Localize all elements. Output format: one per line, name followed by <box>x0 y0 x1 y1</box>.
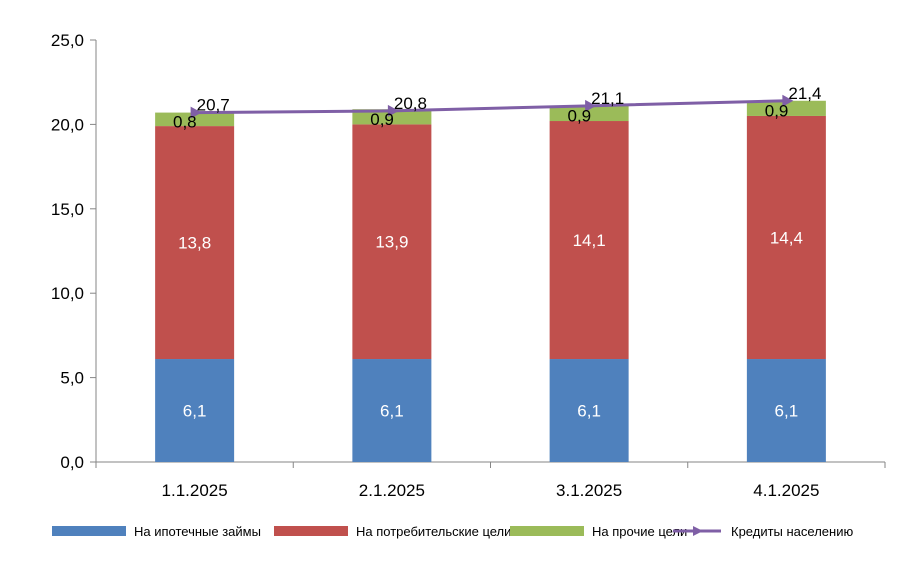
legend-label: На прочие цели <box>592 524 687 539</box>
bar-segment <box>549 121 629 360</box>
y-tick-label: 10,0 <box>51 284 84 303</box>
x-tick-label: 1.1.2025 <box>162 481 228 500</box>
total-line-marker <box>782 94 794 107</box>
data-label: 6,1 <box>577 402 601 421</box>
total-data-label: 20,8 <box>394 94 427 113</box>
data-label: 0,8 <box>173 112 197 131</box>
legend-label: На потребительские цели <box>356 524 511 539</box>
bar-segment <box>352 124 432 360</box>
data-label: 0,9 <box>765 101 789 120</box>
axes: 0,0 5,0 10,0 15,0 20,0 25,0 1.1.2025 2.1.2025 3.… <box>51 31 886 500</box>
total-data-label: 21,4 <box>788 84 821 103</box>
data-label: 0,9 <box>370 110 394 129</box>
legend: На ипотечные займы На потребительские цел… <box>52 524 853 539</box>
data-label: 13,9 <box>375 233 408 252</box>
data-label: 6,1 <box>380 402 404 421</box>
bar-segment <box>549 105 629 122</box>
bars <box>155 100 826 462</box>
data-label: 13,8 <box>178 234 211 253</box>
total-line-path <box>194 99 787 115</box>
y-tick-label: 25,0 <box>51 31 84 50</box>
bar-segment <box>155 126 235 360</box>
total-line-marker <box>387 104 399 117</box>
bar-segment <box>155 359 235 462</box>
legend-swatch <box>510 526 584 536</box>
data-label: 6,1 <box>183 402 207 421</box>
y-tick-label: 20,0 <box>51 115 84 134</box>
legend-marker <box>693 526 703 536</box>
total-line <box>190 94 794 119</box>
total-line-marker <box>190 106 202 119</box>
total-data-label: 21,1 <box>591 89 624 108</box>
y-tick-label: 15,0 <box>51 200 84 219</box>
data-label: 0,9 <box>567 106 591 125</box>
x-tick-label: 4.1.2025 <box>753 481 819 500</box>
data-label: 14,1 <box>573 231 606 250</box>
x-tick-label: 2.1.2025 <box>359 481 425 500</box>
bar-segment <box>352 109 432 125</box>
bar-segment <box>549 359 629 462</box>
legend-label: Кредиты населению <box>731 524 853 539</box>
bar-segment <box>746 100 826 116</box>
bar-segment <box>746 359 826 462</box>
legend-swatch <box>274 526 348 536</box>
bar-segment <box>352 359 432 462</box>
bar-segment <box>155 112 235 127</box>
y-tick-label: 0,0 <box>60 453 84 472</box>
data-label: 6,1 <box>775 402 799 421</box>
data-label: 14,4 <box>770 228 803 247</box>
data-labels: 6,1 13,8 0,8 6,1 13,9 0,9 6,1 14,1 0,9 6,1 14,4 0,9… <box>173 84 821 421</box>
total-data-label: 20,7 <box>197 96 230 115</box>
legend-swatch <box>52 526 126 536</box>
bar-segment <box>746 115 826 360</box>
total-line-marker <box>585 99 597 112</box>
x-tick-label: 3.1.2025 <box>556 481 622 500</box>
y-tick-label: 5,0 <box>60 369 84 388</box>
legend-label: На ипотечные займы <box>134 524 261 539</box>
